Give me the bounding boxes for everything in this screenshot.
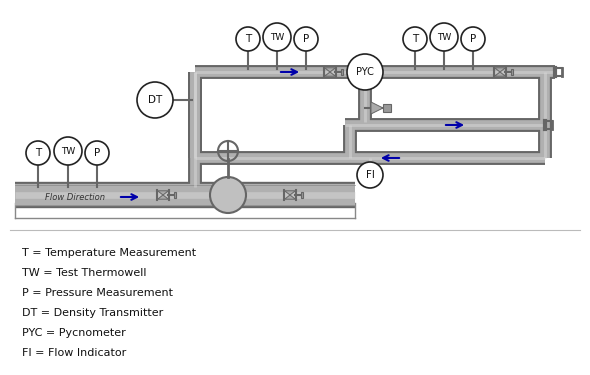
Text: T: T [245,34,251,44]
Polygon shape [324,68,335,72]
Text: FI = Flow Indicator: FI = Flow Indicator [22,348,126,358]
Circle shape [210,177,246,213]
Text: TW: TW [270,33,284,42]
Text: TW = Test Thermowell: TW = Test Thermowell [22,268,146,278]
Polygon shape [158,191,168,195]
Text: P: P [303,34,309,44]
Bar [383,104,391,112]
Bar [511,69,513,75]
Text: PYC: PYC [356,67,374,77]
Circle shape [294,27,318,51]
Circle shape [54,137,82,165]
Polygon shape [158,195,168,199]
Text: P: P [470,34,476,44]
Bar [301,192,303,198]
Circle shape [137,82,173,118]
Polygon shape [284,195,296,199]
Circle shape [263,23,291,51]
Polygon shape [284,191,296,195]
Text: DT: DT [148,95,162,105]
Polygon shape [494,72,506,76]
Circle shape [26,141,50,165]
Circle shape [403,27,427,51]
Circle shape [357,162,383,188]
Text: T = Temperature Measurement: T = Temperature Measurement [22,248,196,258]
Polygon shape [371,102,383,114]
Text: FI: FI [366,170,375,180]
Text: PYC = Pycnometer: PYC = Pycnometer [22,328,126,338]
Text: P = Pressure Measurement: P = Pressure Measurement [22,288,173,298]
Text: P: P [94,148,100,158]
Bar [341,69,343,75]
Text: T: T [35,148,41,158]
Circle shape [461,27,485,51]
Circle shape [347,54,383,90]
Text: T: T [412,34,418,44]
Text: TW: TW [437,33,451,42]
Circle shape [430,23,458,51]
Circle shape [85,141,109,165]
Bar [174,192,176,198]
Text: TW: TW [61,147,75,156]
Polygon shape [494,68,506,72]
Circle shape [236,27,260,51]
Text: DT = Density Transmitter: DT = Density Transmitter [22,308,163,318]
Polygon shape [324,72,335,76]
Text: Flow Direction: Flow Direction [45,192,105,201]
